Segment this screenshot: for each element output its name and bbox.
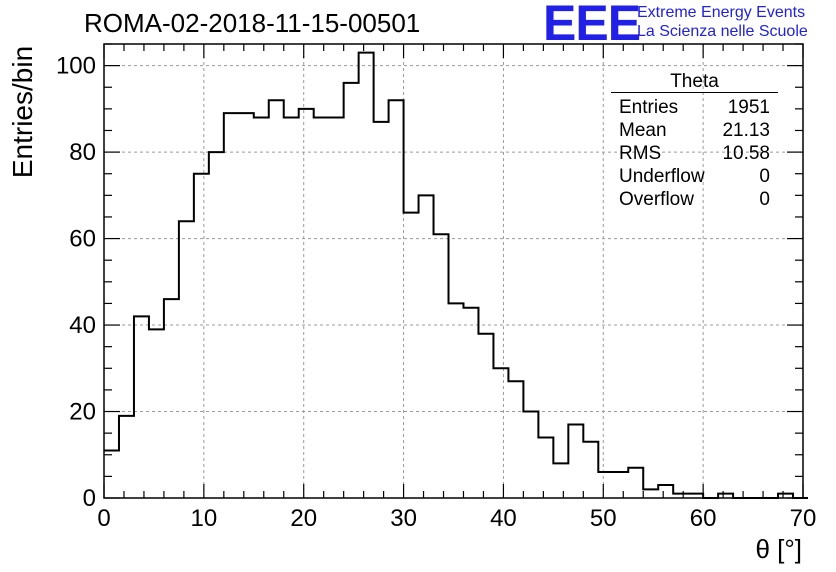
x-tick-label: 30 xyxy=(390,505,417,532)
organization-line-2: La Scienza nelle Scuole xyxy=(637,23,808,40)
stats-title: Theta xyxy=(611,72,778,93)
y-tick-label: 20 xyxy=(69,399,96,426)
stats-label: RMS xyxy=(619,143,662,164)
histogram-series-theta xyxy=(104,51,808,499)
y-tick-label: 100 xyxy=(56,53,96,80)
y-axis-label: Entries/bin xyxy=(7,45,38,179)
stats-label: Underflow xyxy=(619,166,705,187)
stats-value: 10.58 xyxy=(722,143,770,164)
x-tick-label: 60 xyxy=(690,505,717,532)
chart-title: ROMA-02-2018-11-15-00501 xyxy=(84,8,421,38)
y-tick-label: 60 xyxy=(69,226,96,253)
axis-tick-labels: 0 10 20 30 40 50 60 70 0 20 40 60 80 100 xyxy=(56,53,816,532)
stats-label: Entries xyxy=(619,97,679,118)
y-tick-label: 40 xyxy=(69,312,96,339)
stats-row-rms: RMS 10.58 xyxy=(611,142,778,165)
stats-label: Overflow xyxy=(619,189,694,210)
stats-value: 0 xyxy=(759,189,770,210)
organization-label: Extreme Energy Events La Scienza nelle S… xyxy=(637,3,808,41)
organization-line-1: Extreme Energy Events xyxy=(637,4,806,21)
stats-row-overflow: Overflow 0 xyxy=(611,188,778,211)
x-tick-label: 20 xyxy=(290,505,317,532)
stats-value: 1951 xyxy=(727,97,770,118)
stats-value: 21.13 xyxy=(722,120,770,141)
x-tick-label: 0 xyxy=(97,505,110,532)
plot-frame xyxy=(103,43,804,499)
axis-ticks xyxy=(103,43,804,499)
stats-box: Theta Entries 1951 Mean 21.13 RMS 10.58 … xyxy=(611,72,778,211)
x-tick-label: 70 xyxy=(790,505,817,532)
y-tick-label: 0 xyxy=(83,485,96,512)
stats-row-mean: Mean 21.13 xyxy=(611,119,778,142)
x-tick-label: 50 xyxy=(590,505,617,532)
stats-row-underflow: Underflow 0 xyxy=(611,165,778,188)
stats-label: Mean xyxy=(619,120,667,141)
stats-value: 0 xyxy=(759,166,770,187)
stats-row-entries: Entries 1951 xyxy=(611,96,778,119)
x-tick-label: 40 xyxy=(490,505,517,532)
eee-logo: EEE xyxy=(543,0,641,51)
x-axis-label: θ [°] xyxy=(755,534,802,564)
x-tick-label: 10 xyxy=(191,505,218,532)
y-tick-label: 80 xyxy=(69,139,96,166)
